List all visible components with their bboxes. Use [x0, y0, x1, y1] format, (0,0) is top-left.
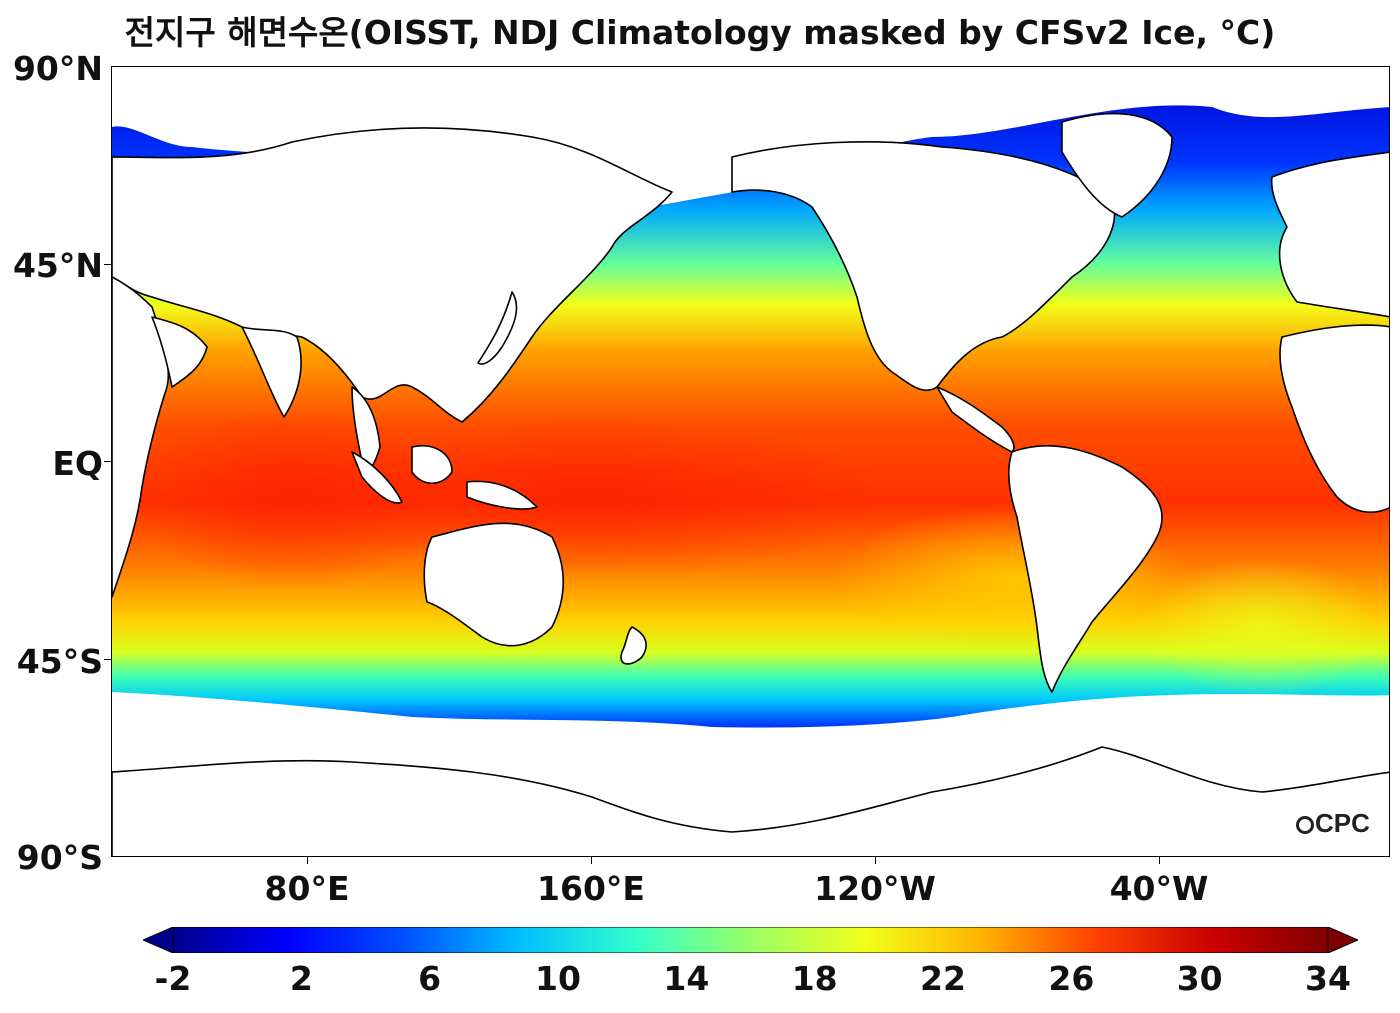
lat-label-90s: 90°S: [16, 838, 103, 877]
map-title: 전지구 해면수온(OISST, NDJ Climatology masked b…: [124, 13, 1276, 52]
japan-landmass: [477, 291, 518, 365]
sumatra-landmass: [351, 451, 403, 504]
cpc-logo-text: CPC: [1315, 808, 1370, 838]
borneo-landmass: [411, 445, 453, 485]
colorbar-tick-label: -2: [154, 959, 192, 998]
lon-tick: [875, 857, 876, 864]
lat-label-45s: 45°S: [16, 642, 103, 681]
colorbar-tick-label: 34: [1305, 959, 1351, 998]
colorbar-tick-label: 10: [535, 959, 581, 998]
colorbar-tick-label: 14: [663, 959, 710, 998]
new-zealand-landmass: [620, 626, 647, 665]
cpc-logo: CPC: [1296, 808, 1370, 839]
lon-tick: [307, 857, 308, 864]
lat-label-eq: EQ: [52, 444, 103, 483]
new-guinea-landmass: [466, 480, 538, 510]
colorbar-min-extend-arrow: [143, 927, 174, 953]
central-america-landmass: [936, 386, 1015, 453]
sst-map: [111, 66, 1390, 857]
africa-west-landmass: [1279, 324, 1389, 513]
indian-ocean-warm-area: [132, 407, 452, 587]
lon-tick: [1159, 857, 1160, 864]
india-landmass: [241, 326, 302, 418]
lon-label-160e: 160°E: [537, 869, 645, 908]
colorbar-tick-label: 6: [418, 959, 442, 998]
lon-tick: [591, 857, 592, 864]
colorbar-tick-label: 18: [791, 959, 838, 998]
lon-label-120w: 120°W: [814, 869, 936, 908]
colorbar-tick-label: 26: [1048, 959, 1095, 998]
lat-tick: [104, 659, 111, 660]
colorbar-tick-label: 22: [920, 959, 966, 998]
south-atlantic-cool-area: [1142, 557, 1382, 697]
colorbar-max-extend-arrow: [1327, 927, 1358, 953]
europe-landmass: [1270, 151, 1389, 318]
arabia-landmass: [151, 316, 208, 388]
south-america-landmass: [1007, 445, 1163, 693]
antarctica-coastline: [112, 746, 1389, 856]
colorbar-tick-label: 2: [289, 959, 313, 998]
lon-label-80e: 80°E: [264, 869, 350, 908]
australia-landmass: [423, 522, 565, 647]
colorbar-tick-label: 30: [1176, 959, 1223, 998]
lat-tick: [104, 264, 111, 265]
lat-tick: [104, 461, 111, 462]
greenland-landmass: [1061, 112, 1173, 218]
lat-label-90n: 90°N: [12, 49, 103, 88]
africa-east-landmass: [112, 276, 170, 598]
colorbar: [143, 927, 1358, 953]
lon-label-40w: 40°W: [1109, 869, 1209, 908]
colorbar-body: [172, 927, 1329, 953]
lat-label-45n: 45°N: [12, 246, 103, 285]
cpc-logo-circle-icon: [1296, 816, 1314, 834]
north-america-landmass: [731, 141, 1116, 392]
